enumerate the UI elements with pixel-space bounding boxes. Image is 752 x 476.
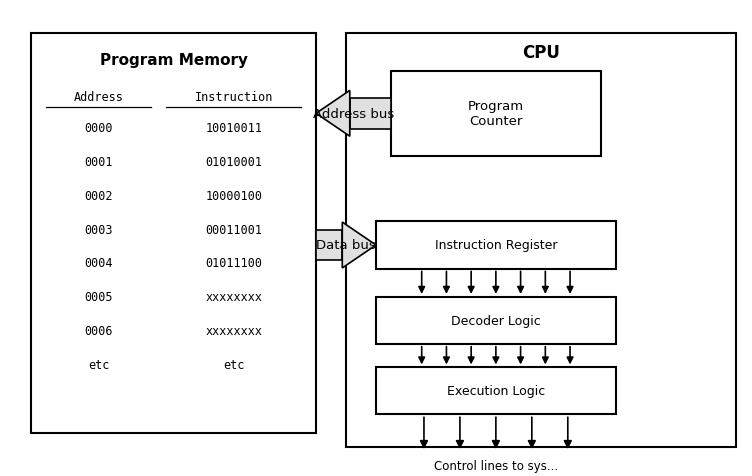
- Text: Execution Logic: Execution Logic: [447, 385, 545, 397]
- Text: 0004: 0004: [84, 257, 113, 270]
- Text: 0002: 0002: [84, 189, 113, 202]
- Text: 0005: 0005: [84, 291, 113, 304]
- FancyBboxPatch shape: [391, 72, 601, 156]
- FancyBboxPatch shape: [32, 34, 316, 433]
- Polygon shape: [342, 223, 376, 268]
- Text: Instruction: Instruction: [195, 91, 273, 104]
- Text: Program
Counter: Program Counter: [468, 100, 524, 128]
- Text: 01010001: 01010001: [205, 156, 262, 169]
- Text: 0000: 0000: [84, 122, 113, 135]
- Text: Address: Address: [74, 91, 124, 104]
- Text: Program Memory: Program Memory: [100, 52, 247, 68]
- FancyBboxPatch shape: [346, 34, 735, 447]
- Text: 10010011: 10010011: [205, 122, 262, 135]
- Text: xxxxxxxx: xxxxxxxx: [205, 291, 262, 304]
- FancyBboxPatch shape: [376, 367, 616, 415]
- Text: 0003: 0003: [84, 223, 113, 236]
- Text: etc: etc: [223, 358, 244, 371]
- Text: etc: etc: [88, 358, 110, 371]
- FancyBboxPatch shape: [376, 222, 616, 269]
- Text: 00011001: 00011001: [205, 223, 262, 236]
- Text: Data bus: Data bus: [316, 239, 376, 252]
- Text: Address bus: Address bus: [313, 108, 394, 120]
- Text: Control lines to sys...: Control lines to sys...: [434, 459, 558, 472]
- FancyBboxPatch shape: [376, 297, 616, 344]
- Polygon shape: [350, 99, 391, 129]
- Text: CPU: CPU: [522, 44, 559, 62]
- Text: 0006: 0006: [84, 325, 113, 337]
- Text: Instruction Register: Instruction Register: [435, 239, 557, 252]
- Text: 0001: 0001: [84, 156, 113, 169]
- Text: 01011100: 01011100: [205, 257, 262, 270]
- Polygon shape: [316, 91, 350, 137]
- Text: 10000100: 10000100: [205, 189, 262, 202]
- Polygon shape: [316, 230, 342, 261]
- Text: Decoder Logic: Decoder Logic: [451, 314, 541, 327]
- Text: xxxxxxxx: xxxxxxxx: [205, 325, 262, 337]
